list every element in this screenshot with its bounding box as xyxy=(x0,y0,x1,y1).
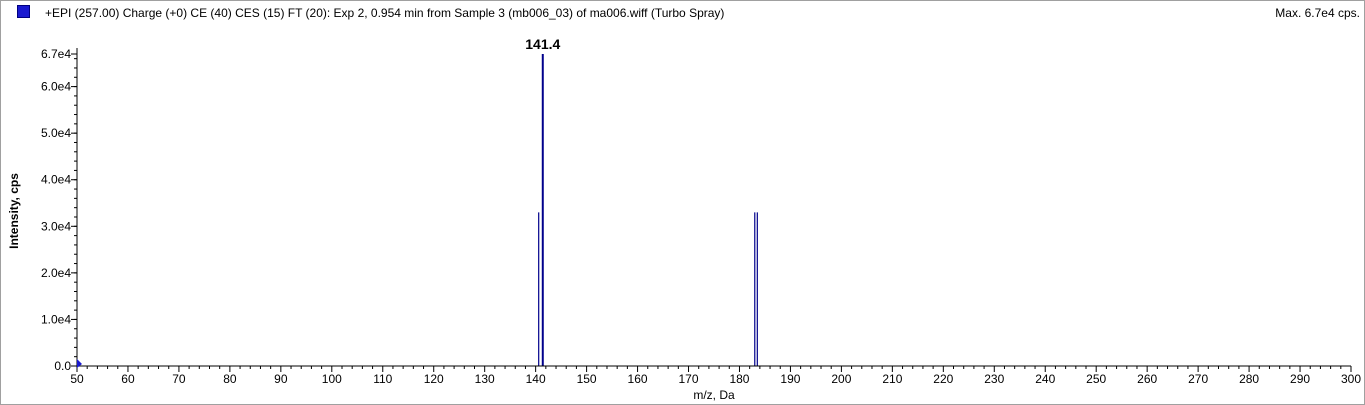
x-tick-label: 260 xyxy=(1137,372,1157,386)
y-tick-label: 4.0e4 xyxy=(41,173,71,187)
x-tick-label: 270 xyxy=(1188,372,1208,386)
x-axis-title: m/z, Da xyxy=(693,388,735,402)
x-tick-label: 60 xyxy=(121,372,135,386)
origin-marker-icon xyxy=(77,359,82,368)
y-tick-label: 2.0e4 xyxy=(41,266,71,280)
x-tick-label: 290 xyxy=(1290,372,1310,386)
x-tick-label: 80 xyxy=(223,372,237,386)
x-tick-label: 280 xyxy=(1239,372,1259,386)
x-tick-label: 200 xyxy=(831,372,851,386)
x-tick-label: 180 xyxy=(729,372,749,386)
x-tick-label: 230 xyxy=(984,372,1004,386)
y-tick-label: 5.0e4 xyxy=(41,126,71,140)
x-tick-label: 300 xyxy=(1341,372,1361,386)
x-tick-label: 240 xyxy=(1035,372,1055,386)
y-tick-label: 1.0e4 xyxy=(41,312,71,326)
y-tick-label: 6.0e4 xyxy=(41,80,71,94)
axes-layer xyxy=(71,48,1352,372)
x-tick-label: 100 xyxy=(322,372,342,386)
x-tick-label: 220 xyxy=(933,372,953,386)
x-tick-label: 70 xyxy=(172,372,186,386)
x-tick-label: 250 xyxy=(1086,372,1106,386)
x-tick-label: 190 xyxy=(780,372,800,386)
x-tick-label: 120 xyxy=(424,372,444,386)
y-tick-label: 0.0 xyxy=(54,359,71,373)
y-axis-title: Intensity, cps xyxy=(7,173,21,249)
x-tick-label: 160 xyxy=(628,372,648,386)
spectrum-title: +EPI (257.00) Charge (+0) CE (40) CES (1… xyxy=(45,6,725,20)
series-color-icon xyxy=(17,5,30,18)
x-tick-label: 130 xyxy=(475,372,495,386)
y-tick-label: 3.0e4 xyxy=(41,219,71,233)
x-tick-label: 50 xyxy=(70,372,84,386)
x-tick-label: 110 xyxy=(373,372,392,386)
x-tick-label: 170 xyxy=(679,372,699,386)
max-intensity-label: Max. 6.7e4 cps. xyxy=(1275,6,1360,20)
x-tick-label: 210 xyxy=(882,372,902,386)
x-tick-label: 90 xyxy=(274,372,288,386)
y-tick-label: 6.7e4 xyxy=(41,47,71,61)
labels-layer: 50 60 70 80 90 100 110 120 130 140 150 160 170 180 190… xyxy=(41,36,1361,386)
peak-annotation: 141.4 xyxy=(525,36,560,52)
peaks-layer xyxy=(538,54,758,366)
x-tick-label: 150 xyxy=(577,372,597,386)
x-tick-label: 140 xyxy=(526,372,546,386)
